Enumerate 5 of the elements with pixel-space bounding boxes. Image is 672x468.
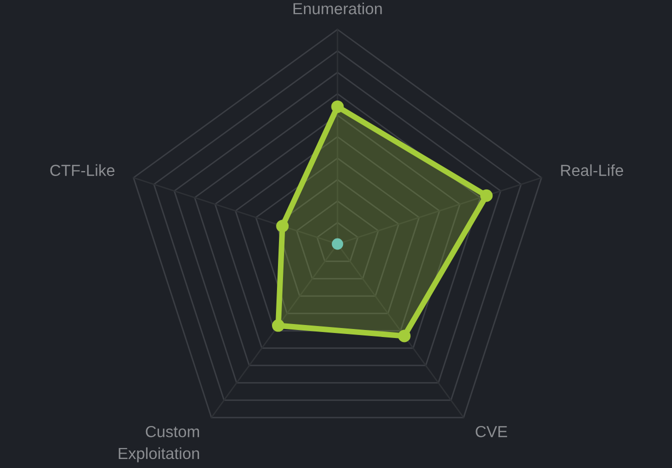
spoke-label: CVE [476,426,508,438]
spoke-label: Real-Life [561,164,624,176]
spoke-label: Custom Exploitation [118,426,200,462]
spoke-label: CTF-Like [50,164,114,176]
spoke-label: Enumeration [294,2,382,14]
